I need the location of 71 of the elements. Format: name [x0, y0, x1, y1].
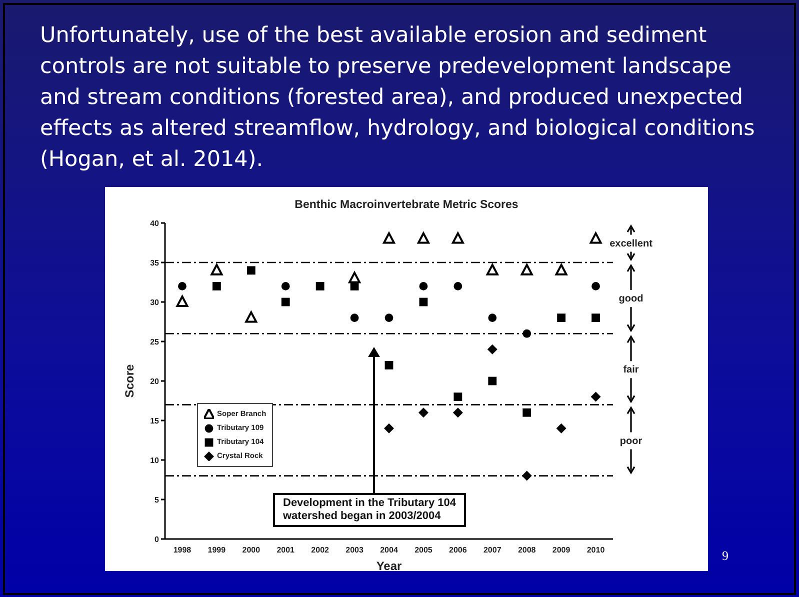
- point: [520, 264, 533, 276]
- point: [316, 282, 324, 290]
- point: [522, 470, 532, 481]
- point: [486, 264, 498, 276]
- point: [556, 423, 566, 434]
- point: [246, 266, 256, 275]
- y-tick-label: 35: [150, 258, 160, 268]
- x-tick-label: 2002: [311, 546, 330, 555]
- x-tick-label: 1999: [208, 546, 226, 555]
- x-axis-title: Year: [376, 559, 402, 573]
- point: [212, 282, 221, 290]
- point: [590, 232, 602, 244]
- y-tick-label: 15: [150, 416, 160, 426]
- point: [454, 282, 462, 290]
- point: [210, 264, 223, 276]
- point: [557, 314, 566, 322]
- x-tick-label: 2010: [586, 546, 606, 555]
- point: [555, 264, 568, 276]
- point: [176, 296, 188, 307]
- text: good: [618, 294, 644, 305]
- point: [488, 314, 497, 322]
- point: [350, 314, 359, 322]
- point: [419, 282, 428, 290]
- chart-title: Benthic Macroinvertebrate Metric Scores: [294, 199, 520, 211]
- point: [452, 232, 464, 244]
- y-tick-label: 20: [150, 376, 160, 386]
- point: [281, 298, 290, 306]
- y-tick-label: 5: [154, 495, 160, 504]
- y-tick-label: 25: [150, 337, 160, 346]
- x-tick-label: 2009: [552, 546, 571, 555]
- point: [522, 329, 532, 338]
- annotation: Development in the Tributary 104 watershed began in 2003/2004: [273, 493, 466, 527]
- point: [245, 311, 258, 323]
- point: [281, 282, 290, 290]
- point: [452, 408, 463, 418]
- y-axis-title: Score: [122, 364, 136, 398]
- point: [348, 272, 361, 284]
- point: [488, 376, 497, 386]
- text: Unfortunately, use of the best available erosion and sediment controls are not suitable to preserve predevelopment landscape and stream conditions (forested area), and produced unexpected effects as altered streamflow, hydrology, and biological conditions (Hogan, et al. 2014).: [40, 22, 756, 174]
- x-tick-label: 2000: [242, 546, 261, 555]
- point: [384, 314, 394, 322]
- y-tick-label: 10: [150, 456, 160, 465]
- point: [418, 408, 428, 418]
- x-tick-label: 2003: [346, 546, 364, 555]
- x-tick-label: 2006: [449, 546, 468, 555]
- point: [590, 392, 601, 402]
- point: [592, 282, 600, 290]
- point: [419, 298, 428, 306]
- point: [384, 423, 394, 434]
- y-tick-label: 0: [154, 534, 160, 544]
- point: [487, 344, 498, 354]
- x-tick-label: 2008: [518, 546, 536, 555]
- x-tick-label: 2004: [380, 546, 398, 555]
- y-tick-label: 30: [150, 298, 160, 307]
- annotation: excellent: [610, 238, 654, 250]
- point: [454, 392, 462, 401]
- x-tick-label: 2001: [276, 546, 296, 555]
- point: [522, 408, 532, 417]
- point: [178, 282, 186, 290]
- y-tick-label: 40: [150, 218, 160, 228]
- x-tick-label: 2005: [414, 546, 433, 555]
- text: poor: [620, 436, 642, 447]
- x-tick-label: 1998: [173, 546, 192, 555]
- x-tick-label: 2007: [483, 546, 502, 555]
- text: 9: [722, 548, 728, 564]
- text: fair: [623, 364, 639, 376]
- point: [384, 361, 394, 370]
- point: [592, 314, 600, 322]
- point: [383, 232, 395, 244]
- point: [350, 282, 359, 290]
- point: [417, 232, 430, 244]
